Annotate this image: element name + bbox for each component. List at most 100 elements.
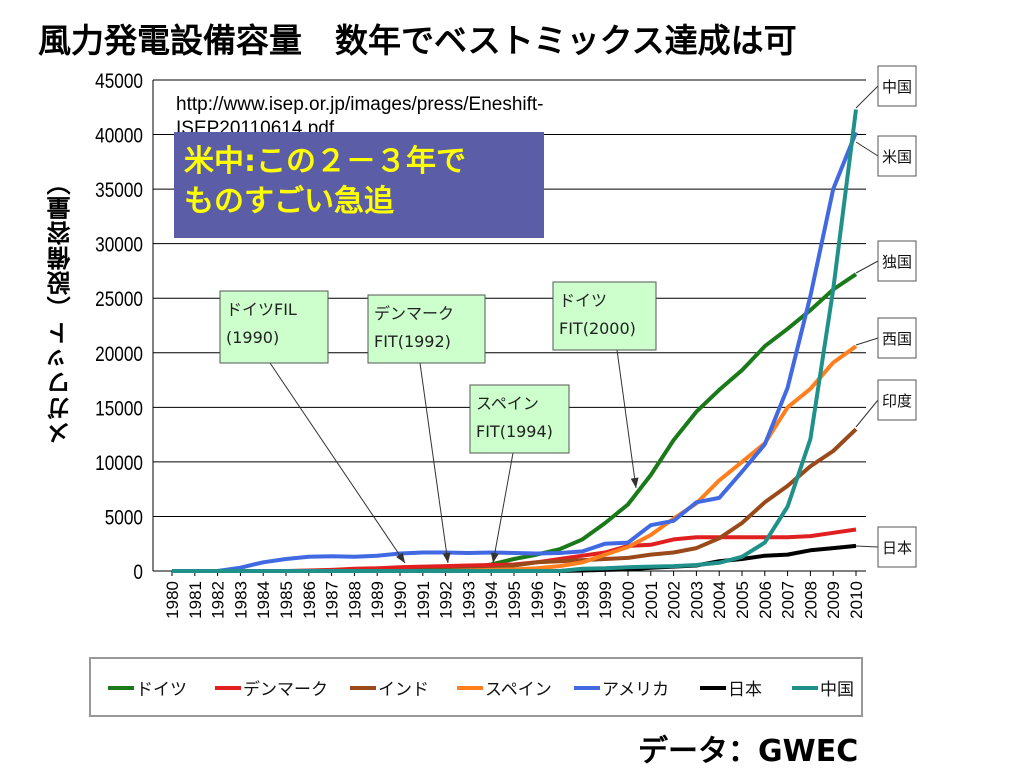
legend-label: スペイン <box>485 680 552 700</box>
annotation-arrow <box>492 452 514 564</box>
y-tick-label: 40000 <box>95 125 143 148</box>
end-label-connector <box>855 260 879 274</box>
end-label-text: 西国 <box>882 330 912 348</box>
y-axis-ticks: 0 5000 10000 15000 20000 25000 30000 35000 40000… <box>95 71 143 585</box>
annotation-arrowhead <box>396 552 405 563</box>
annotation-box <box>367 294 486 364</box>
x-tick-label: 1984 <box>254 581 273 619</box>
x-tick-label: 2010 <box>847 581 866 619</box>
end-label-box <box>877 65 917 107</box>
x-tick-label: 2003 <box>687 581 706 619</box>
annotation-arrow <box>616 349 637 489</box>
x-tick-label: 1996 <box>528 581 547 619</box>
x-tick-label: 1994 <box>482 581 501 619</box>
y-tick-label: 15000 <box>95 398 143 421</box>
x-axis-ticks: 1980 1981 1982 1983 1984 1985 1986 1987 1988 1989… <box>163 571 866 619</box>
legend-label: 中国 <box>820 680 854 700</box>
end-label-box <box>877 240 917 282</box>
legend-label: 日本 <box>728 680 762 700</box>
annotation-label: FIT(1994) <box>476 422 553 441</box>
x-tick-label: 1980 <box>163 581 182 619</box>
x-tick-label: 2009 <box>824 581 843 619</box>
end-label-text: 独国 <box>882 253 912 271</box>
x-tick-label: 2008 <box>801 581 820 619</box>
x-tick-label: 1990 <box>391 581 410 619</box>
x-tick-label: 2005 <box>733 581 752 619</box>
slide-title: 風力発電設備容量 数年でベストミックス達成は可 <box>38 21 797 60</box>
annotation-label: スペイン <box>476 394 539 413</box>
end-label-connector <box>855 337 879 346</box>
annotation-arrow <box>419 362 449 564</box>
legend-label: デンマーク <box>243 679 328 700</box>
y-tick-label: 0 <box>133 562 143 585</box>
x-tick-label: 1981 <box>186 581 205 619</box>
x-tick-label: 2007 <box>779 581 798 619</box>
x-tick-label: 2002 <box>665 581 684 619</box>
x-tick-label: 2004 <box>710 581 729 619</box>
x-tick-label: 1991 <box>414 581 433 619</box>
y-tick-label: 45000 <box>95 71 143 94</box>
x-tick-label: 1995 <box>505 581 524 619</box>
x-tick-label: 1998 <box>573 581 592 619</box>
end-label-connector <box>855 545 879 548</box>
annotation-label: FIT(1992) <box>374 332 451 351</box>
y-tick-label: 25000 <box>95 289 143 312</box>
annotation-label: FIT(2000) <box>559 319 636 338</box>
source-url[interactable]: http://www.isep.or.jp/images/press/Enesh… <box>176 94 544 115</box>
end-label-connector <box>855 141 879 157</box>
end-label-text: 印度 <box>882 392 912 410</box>
annotation-arrowhead <box>630 477 639 488</box>
annotation-label: デンマーク <box>374 304 454 323</box>
legend: ドイツ デンマーク インド スペイン アメリカ 日本 中国 <box>89 657 863 717</box>
x-tick-label: 1997 <box>551 581 570 619</box>
end-label-box <box>877 135 917 177</box>
end-label-text: 米国 <box>882 148 912 166</box>
y-axis-label: メガワット（設備容量） <box>47 170 75 445</box>
x-tick-label: 1999 <box>596 581 615 619</box>
x-tick-label: 2001 <box>642 581 661 619</box>
x-tick-label: 2000 <box>619 581 638 619</box>
annotation-arrow <box>269 362 406 564</box>
legend-label: アメリカ <box>602 680 669 700</box>
series-lines <box>172 109 858 573</box>
end-label-connector <box>855 399 879 428</box>
x-tick-label: 1992 <box>437 581 456 619</box>
callout-box: 米中:この２－３年で ものすごい急追 <box>174 132 544 238</box>
annotation-label: ドイツFIL <box>226 300 297 319</box>
x-tick-label: 1986 <box>300 581 319 619</box>
series-line-usa <box>172 131 858 573</box>
end-label-connector <box>855 85 879 109</box>
end-label-box <box>877 526 917 568</box>
y-tick-label: 5000 <box>105 507 143 530</box>
annotation-box <box>219 290 329 364</box>
annotation-label: (1990) <box>226 328 279 347</box>
x-tick-label: 1988 <box>345 581 364 619</box>
legend-label: ドイツ <box>136 680 187 700</box>
legend-label: インド <box>378 680 429 700</box>
annotation-label: ドイツ <box>559 291 607 310</box>
series-line-china <box>172 109 858 573</box>
x-tick-label: 1985 <box>277 581 296 619</box>
annotation-box <box>552 281 657 351</box>
x-tick-label: 1983 <box>231 581 250 619</box>
annotation-box <box>469 384 570 454</box>
x-tick-label: 1987 <box>323 581 342 619</box>
annotation-arrowhead <box>442 552 451 563</box>
end-label-text: 中国 <box>882 78 912 96</box>
x-tick-label: 1982 <box>209 581 228 619</box>
data-source-credit: データ：GWEC <box>638 734 859 769</box>
annotations: ドイツFIL (1990) デンマーク FIT(1992) ドイツ FIT(2000) スペ… <box>219 281 657 564</box>
y-tick-label: 20000 <box>95 343 143 366</box>
y-tick-label: 30000 <box>95 234 143 257</box>
x-tick-label: 1989 <box>368 581 387 619</box>
x-tick-label: 1993 <box>459 581 478 619</box>
x-tick-label: 2006 <box>756 581 775 619</box>
annotation-arrowhead <box>490 552 499 563</box>
callout-line-2: ものすごい急追 <box>184 184 394 219</box>
y-tick-label: 10000 <box>95 452 143 475</box>
end-label-box <box>877 317 917 359</box>
y-tick-label: 35000 <box>95 180 143 203</box>
end-label-text: 日本 <box>882 539 912 557</box>
callout-line-1: 米中:この２－３年で <box>184 144 466 179</box>
